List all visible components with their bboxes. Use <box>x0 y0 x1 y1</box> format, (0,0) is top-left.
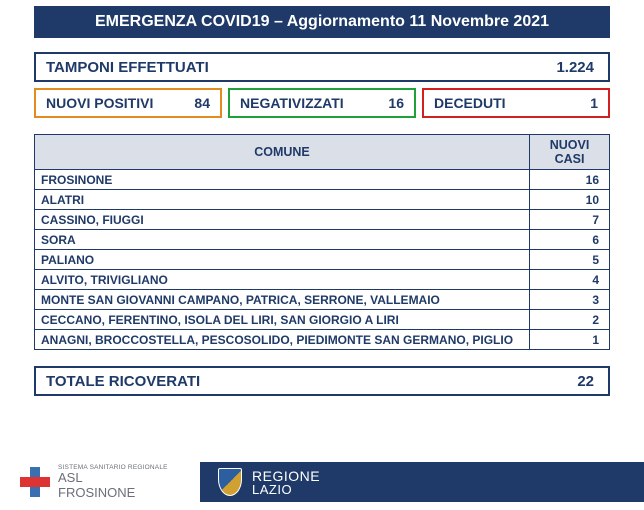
page-title: EMERGENZA COVID19 – Aggiornamento 11 Nov… <box>34 6 610 38</box>
ricoverati-row: TOTALE RICOVERATI 22 <box>34 366 610 396</box>
comune-table-wrap: COMUNE NUOVI CASI FROSINONE16ALATRI10CAS… <box>34 134 610 350</box>
cell-comune: SORA <box>35 230 530 250</box>
table-row: CECCANO, FERENTINO, ISOLA DEL LIRI, SAN … <box>35 310 610 330</box>
cell-comune: PALIANO <box>35 250 530 270</box>
table-row: ANAGNI, BROCCOSTELLA, PESCOSOLIDO, PIEDI… <box>35 330 610 350</box>
cell-nuovi: 16 <box>530 170 610 190</box>
col-comune: COMUNE <box>35 135 530 170</box>
summary-box-value: 84 <box>194 95 210 111</box>
cell-comune: CECCANO, FERENTINO, ISOLA DEL LIRI, SAN … <box>35 310 530 330</box>
shield-icon <box>218 468 242 496</box>
table-row: SORA6 <box>35 230 610 250</box>
summary-box-label: NUOVI POSITIVI <box>46 95 153 111</box>
cross-icon <box>20 467 50 497</box>
regione-band: REGIONE LAZIO <box>200 462 644 502</box>
tamponi-label: TAMPONI EFFETTUATI <box>36 59 542 76</box>
summary-box-1: NEGATIVIZZATI 16 <box>228 88 416 118</box>
footer: SISTEMA SANITARIO REGIONALE ASL FROSINON… <box>0 454 644 510</box>
cell-nuovi: 2 <box>530 310 610 330</box>
regione-line2: LAZIO <box>252 482 320 497</box>
summary-box-value: 1 <box>590 95 598 111</box>
cell-nuovi: 1 <box>530 330 610 350</box>
table-row: MONTE SAN GIOVANNI CAMPANO, PATRICA, SER… <box>35 290 610 310</box>
table-row: ALVITO, TRIVIGLIANO4 <box>35 270 610 290</box>
summary-box-value: 16 <box>388 95 404 111</box>
table-row: PALIANO5 <box>35 250 610 270</box>
cell-comune: FROSINONE <box>35 170 530 190</box>
cell-nuovi: 10 <box>530 190 610 210</box>
ricoverati-value: 22 <box>563 373 608 390</box>
summary-box-label: NEGATIVIZZATI <box>240 95 344 111</box>
cell-comune: MONTE SAN GIOVANNI CAMPANO, PATRICA, SER… <box>35 290 530 310</box>
summary-box-2: DECEDUTI 1 <box>422 88 610 118</box>
page: EMERGENZA COVID19 – Aggiornamento 11 Nov… <box>0 6 644 510</box>
cell-comune: ALVITO, TRIVIGLIANO <box>35 270 530 290</box>
cell-comune: ALATRI <box>35 190 530 210</box>
summary-boxes: NUOVI POSITIVI 84 NEGATIVIZZATI 16 DECEDUTI 1 <box>34 88 610 118</box>
cell-nuovi: 3 <box>530 290 610 310</box>
cell-nuovi: 5 <box>530 250 610 270</box>
cell-comune: CASSINO, FIUGGI <box>35 210 530 230</box>
ricoverati-label: TOTALE RICOVERATI <box>36 373 563 390</box>
tamponi-value: 1.224 <box>542 59 608 76</box>
asl-logo-block: SISTEMA SANITARIO REGIONALE ASL FROSINON… <box>0 464 200 500</box>
summary-box-label: DECEDUTI <box>434 95 506 111</box>
asl-line1: ASL <box>58 471 168 485</box>
asl-line2: FROSINONE <box>58 486 168 500</box>
regione-text: REGIONE LAZIO <box>252 468 320 497</box>
cell-nuovi: 4 <box>530 270 610 290</box>
comune-table: COMUNE NUOVI CASI FROSINONE16ALATRI10CAS… <box>34 134 610 350</box>
table-row: ALATRI10 <box>35 190 610 210</box>
summary-box-0: NUOVI POSITIVI 84 <box>34 88 222 118</box>
tamponi-row: TAMPONI EFFETTUATI 1.224 <box>34 52 610 82</box>
cell-nuovi: 6 <box>530 230 610 250</box>
table-row: CASSINO, FIUGGI7 <box>35 210 610 230</box>
asl-text: SISTEMA SANITARIO REGIONALE ASL FROSINON… <box>58 464 168 500</box>
cell-comune: ANAGNI, BROCCOSTELLA, PESCOSOLIDO, PIEDI… <box>35 330 530 350</box>
col-nuovi-casi: NUOVI CASI <box>530 135 610 170</box>
table-row: FROSINONE16 <box>35 170 610 190</box>
cell-nuovi: 7 <box>530 210 610 230</box>
